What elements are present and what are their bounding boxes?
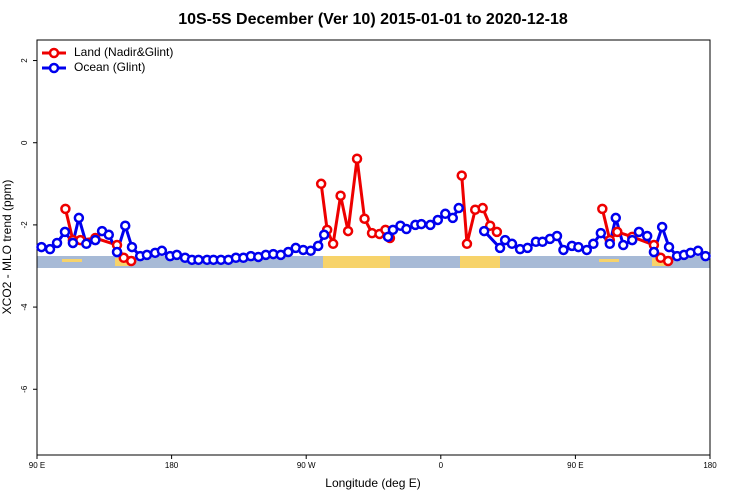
- data-point: [588, 238, 599, 250]
- data-point: [171, 249, 183, 261]
- y-tick-label: -4: [20, 303, 29, 311]
- data-point: [327, 238, 339, 250]
- data-point: [401, 223, 412, 235]
- data-point: [387, 224, 399, 236]
- data-point: [456, 170, 467, 181]
- land-band: [460, 256, 500, 268]
- data-point: [67, 237, 79, 249]
- data-point: [551, 230, 563, 242]
- data-point: [126, 241, 138, 253]
- x-tick-label: 90 E: [567, 461, 583, 470]
- data-point: [312, 240, 324, 252]
- data-point: [193, 254, 204, 266]
- data-point: [44, 243, 56, 255]
- data-point: [604, 238, 616, 250]
- data-point: [477, 202, 488, 214]
- data-point: [59, 226, 71, 238]
- data-point: [51, 237, 63, 249]
- data-point: [318, 229, 330, 241]
- data-point: [351, 153, 363, 164]
- data-point: [81, 238, 92, 250]
- data-point: [581, 244, 593, 256]
- data-point: [461, 238, 473, 250]
- x-tick-label: 90 W: [297, 461, 316, 470]
- data-point: [453, 202, 464, 214]
- data-point: [90, 234, 101, 246]
- data-point: [648, 246, 660, 258]
- data-point: [382, 231, 394, 243]
- data-point: [111, 246, 123, 258]
- data-point: [633, 226, 645, 238]
- x-axis-label: Longitude (deg E): [325, 476, 420, 490]
- x-tick-label: 180: [165, 461, 179, 470]
- data-point: [700, 250, 711, 262]
- x-tick-label: 0: [439, 461, 444, 470]
- data-point: [610, 212, 622, 224]
- data-point: [425, 219, 436, 231]
- y-tick-label: 0: [20, 140, 29, 145]
- data-point: [103, 229, 115, 241]
- data-point: [641, 230, 653, 242]
- data-point: [597, 203, 608, 215]
- data-point: [663, 241, 675, 253]
- data-point: [573, 241, 584, 253]
- data-point: [447, 212, 459, 224]
- land-island: [62, 259, 82, 262]
- y-tick-label: 2: [20, 58, 29, 63]
- data-point: [36, 241, 47, 253]
- legend-swatch-marker: [48, 62, 60, 74]
- data-point: [478, 225, 490, 237]
- data-point: [156, 245, 168, 257]
- data-point: [125, 255, 137, 267]
- data-point: [119, 220, 131, 231]
- data-point: [342, 225, 354, 237]
- data-point: [60, 203, 71, 215]
- land-island: [599, 259, 619, 262]
- data-point: [315, 178, 327, 190]
- legend-label: Land (Nadir&Glint): [74, 45, 173, 59]
- data-point: [656, 221, 668, 233]
- data-point: [692, 245, 704, 257]
- data-point: [494, 242, 506, 254]
- data-point: [612, 226, 623, 238]
- data-point: [626, 234, 638, 246]
- land-band: [323, 256, 390, 268]
- data-point: [141, 249, 153, 261]
- data-point: [283, 246, 294, 258]
- legend-label: Ocean (Glint): [74, 60, 145, 74]
- data-point: [506, 238, 518, 250]
- y-tick-label: -2: [20, 221, 29, 229]
- data-point: [662, 255, 674, 267]
- data-point: [432, 214, 444, 226]
- data-point: [595, 227, 607, 239]
- data-point: [335, 190, 346, 201]
- legend-swatch-marker: [48, 47, 60, 59]
- data-point: [558, 244, 569, 256]
- x-tick-label: 90 E: [29, 461, 45, 470]
- data-point: [440, 208, 451, 220]
- data-point: [522, 242, 533, 254]
- x-tick-label: 180: [703, 461, 717, 470]
- y-axis-label: XCO2 - MLO trend (ppm): [0, 180, 14, 315]
- data-point: [618, 239, 629, 251]
- data-point: [491, 226, 503, 238]
- y-tick-label: -6: [20, 385, 29, 393]
- data-point: [359, 213, 370, 224]
- data-point: [416, 218, 427, 230]
- data-point: [73, 212, 85, 224]
- chart-title: 10S-5S December (Ver 10) 2015-01-01 to 2…: [178, 11, 568, 28]
- data-point: [305, 245, 316, 257]
